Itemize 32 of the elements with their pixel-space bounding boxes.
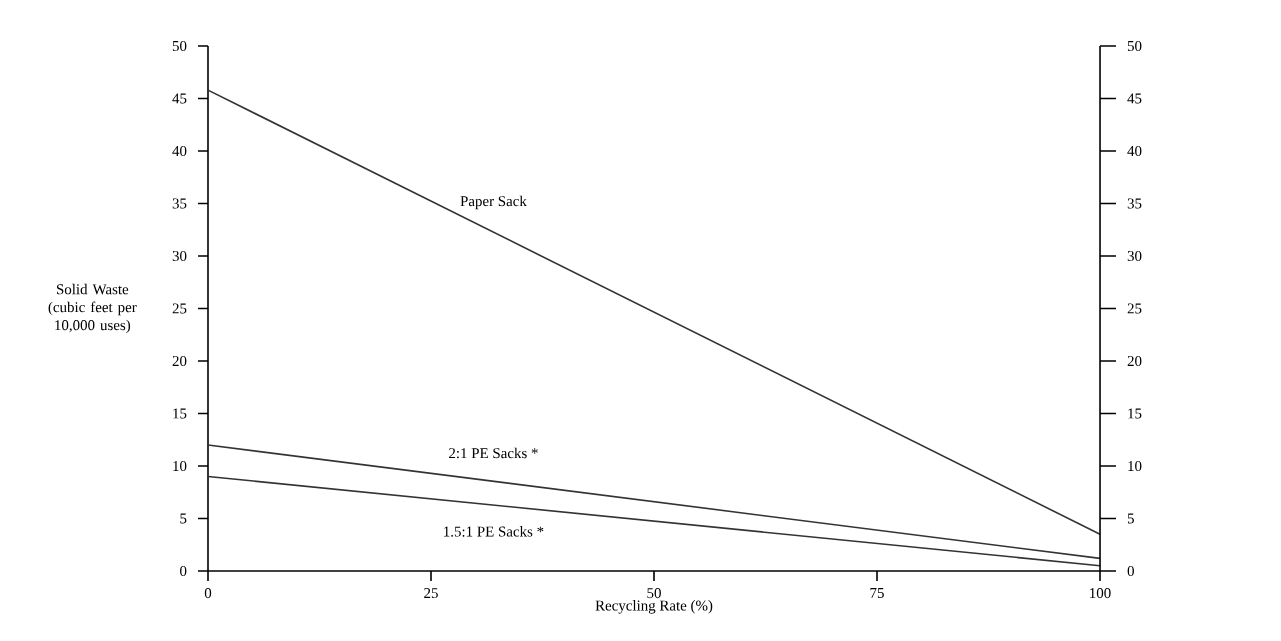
y-tick-label: 35 bbox=[172, 198, 187, 209]
y2-tick-label: 50 bbox=[1127, 40, 1142, 52]
y-tick-label: 0 bbox=[180, 565, 187, 577]
y-tick-label: 20 bbox=[172, 355, 187, 367]
series-label: 1.5:1 PE Sacks * bbox=[444, 526, 544, 537]
y-tick-label: 30 bbox=[172, 250, 187, 262]
y-tick-label: 25 bbox=[172, 303, 187, 314]
y2-tick-label: 25 bbox=[1127, 303, 1142, 314]
y2-tick-label: 35 bbox=[1127, 198, 1142, 209]
y2-tick-label: 40 bbox=[1127, 145, 1142, 157]
y2-tick-label: 45 bbox=[1127, 93, 1142, 104]
x-tick-label: 50 bbox=[647, 588, 661, 599]
y2-tick-label: 10 bbox=[1128, 460, 1142, 472]
y-axis-title: Solid Waste (cubic feet per 10,000 uses) bbox=[48, 283, 137, 334]
y-tick-label: 10 bbox=[173, 460, 187, 472]
y-tick-label: 50 bbox=[172, 40, 187, 52]
y-tick-label: 15 bbox=[173, 408, 187, 419]
x-tick-label: 75 bbox=[870, 588, 884, 598]
y2-tick-label: 15 bbox=[1128, 408, 1142, 419]
series-label: 2:1 PE Sacks * bbox=[449, 447, 538, 459]
y2-tick-label: 0 bbox=[1127, 565, 1134, 577]
x-tick-label: 100 bbox=[1090, 588, 1111, 599]
y2-tick-label: 5 bbox=[1127, 513, 1134, 524]
y-tick-label: 45 bbox=[172, 93, 187, 104]
x-axis-title: Recycling Rate (%) bbox=[595, 600, 713, 614]
y-tick-label: 40 bbox=[172, 145, 187, 157]
y2-tick-label: 20 bbox=[1127, 355, 1142, 367]
y-tick-label: 5 bbox=[180, 513, 187, 524]
series-label: Paper Sack bbox=[460, 195, 527, 210]
x-tick-label: 25 bbox=[424, 588, 438, 599]
x-tick-label: 0 bbox=[204, 588, 212, 599]
y2-tick-label: 30 bbox=[1127, 250, 1142, 262]
